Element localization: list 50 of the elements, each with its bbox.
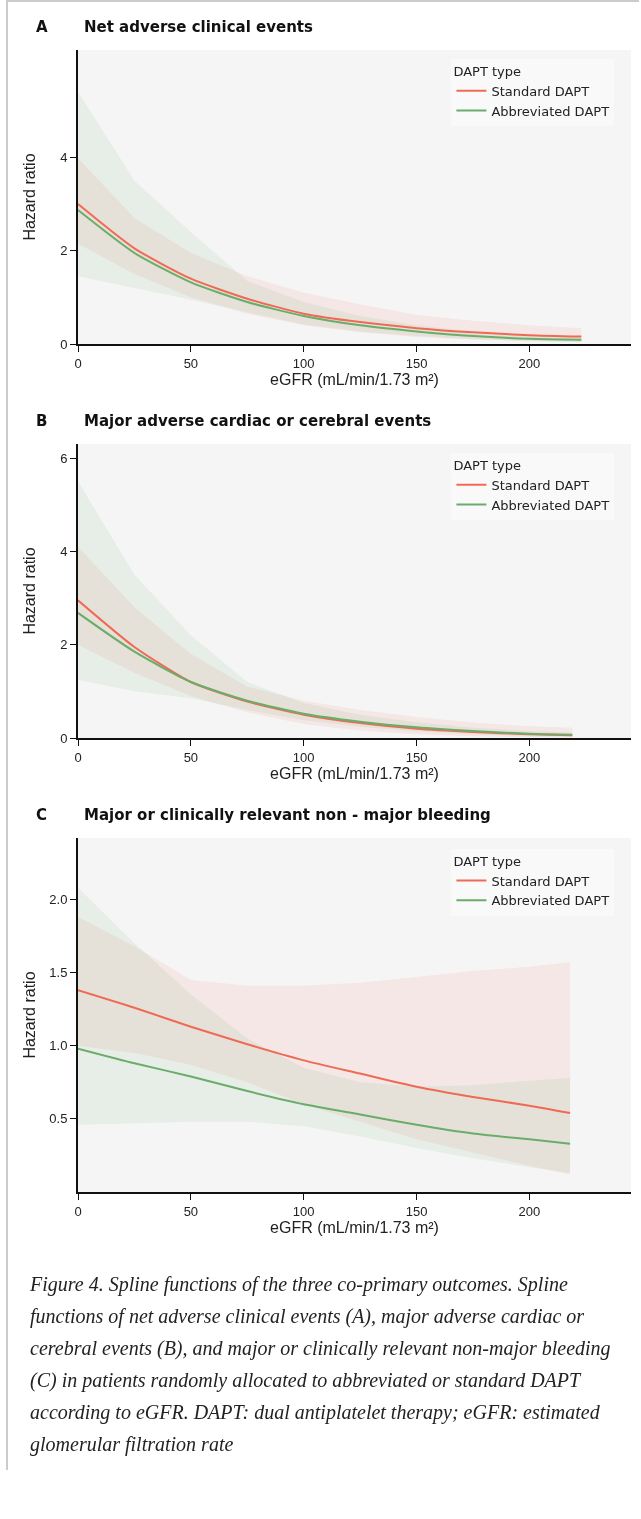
y-axis-title: Hazard ratio — [21, 971, 38, 1059]
x-tick-label: 150 — [405, 749, 428, 765]
y-tick-label: 4 — [60, 149, 68, 165]
x-tick-label: 50 — [183, 749, 199, 765]
x-tick-label: 200 — [518, 355, 541, 371]
x-axis-title: eGFR (mL/min/1.73 m²) — [270, 370, 439, 388]
y-tick-label: 0 — [60, 730, 68, 746]
x-tick-label: 150 — [405, 1203, 428, 1219]
legend-title: DAPT type — [453, 457, 522, 473]
y-axis-title: Hazard ratio — [21, 153, 38, 241]
text: C — [36, 806, 48, 824]
text: B — [36, 412, 49, 430]
y-tick-label: 0 — [60, 336, 68, 352]
x-tick-label: 100 — [292, 1203, 315, 1219]
x-tick-label: 0 — [74, 355, 82, 371]
y-tick-label: 1.5 — [49, 965, 68, 981]
legend-label: Abbreviated DAPT — [491, 103, 610, 119]
y-tick-label: 1.0 — [49, 1038, 68, 1054]
y-tick-label: 6 — [60, 450, 68, 466]
legend-label: Abbreviated DAPT — [491, 497, 610, 513]
legend-label: Abbreviated DAPT — [491, 893, 610, 909]
x-tick-label: 200 — [518, 749, 541, 765]
y-tick-label: 2 — [60, 243, 68, 259]
y-tick-label: 2 — [60, 637, 68, 653]
legend-title: DAPT type — [453, 853, 522, 869]
chart-title: Major or clinically relevant non - major bleeding — [84, 806, 491, 824]
x-axis-title: eGFR (mL/min/1.73 m²) — [270, 764, 439, 782]
x-tick-label: 100 — [292, 355, 315, 371]
x-tick-label: 0 — [74, 749, 82, 765]
chart-title: Net adverse clinical events — [84, 18, 313, 36]
x-tick-label: 150 — [405, 355, 428, 371]
y-tick-label: 0.5 — [49, 1111, 68, 1127]
x-tick-label: 200 — [518, 1203, 541, 1219]
x-axis-title: eGFR (mL/min/1.73 m²) — [270, 1218, 439, 1236]
y-tick-label: 2.0 — [49, 891, 68, 907]
line-series — [78, 989, 572, 1115]
legend-title: DAPT type — [453, 63, 522, 79]
y-tick-label: 4 — [60, 543, 68, 559]
x-tick-label: 50 — [183, 355, 199, 371]
legend-label: Standard DAPT — [491, 873, 590, 889]
chart-title: Major adverse cardiac or cerebral events — [84, 412, 432, 430]
legend-label: Standard DAPT — [491, 477, 590, 493]
caption: Figure 4. Spline functions of the three co-primary outcomes. Spline functions of net adverse clinical events (A), major adverse cardiac or cerebral events (B), and major or clinically relevant non-major bleeding (C) in patients randomly allocated to abbreviated or standard DAPT according to eGFR. DAPT: dual antiplatelet therapy; eGFR: estimated glomerular filtration rate — [29, 1272, 612, 1458]
legend-label: Standard DAPT — [491, 83, 590, 99]
x-tick-label: 100 — [292, 749, 315, 765]
x-tick-label: 0 — [74, 1203, 82, 1219]
y-axis-title: Hazard ratio — [21, 547, 38, 635]
text: A — [36, 18, 49, 36]
x-tick-label: 50 — [183, 1203, 199, 1219]
line-series — [78, 1047, 572, 1145]
